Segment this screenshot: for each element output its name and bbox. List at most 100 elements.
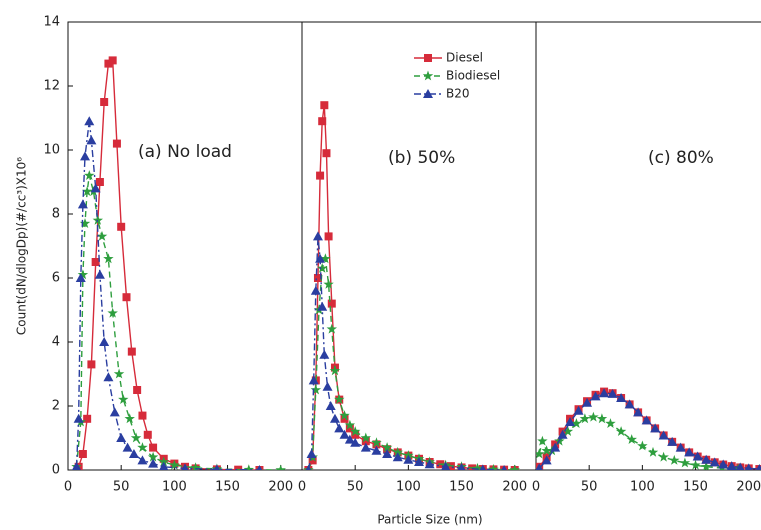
marker [424,54,432,62]
marker [78,450,87,458]
y-tick-label: 14 [43,15,60,30]
marker [96,230,108,241]
marker [320,253,331,264]
marker [317,262,328,273]
plot-area [71,56,286,470]
marker [334,394,345,404]
marker [350,426,361,436]
marker [339,410,350,420]
plot-area [536,387,761,470]
marker [605,418,616,428]
marker [345,424,354,433]
x-tick-label: 150 [215,480,240,495]
marker [718,459,729,469]
marker [422,70,434,81]
marker [701,461,712,470]
marker [83,414,92,423]
series-line [75,175,281,470]
marker [537,435,548,446]
marker [488,463,499,470]
marker [647,446,659,457]
marker [128,449,139,458]
y-tick-label: 2 [52,399,60,414]
marker [313,274,322,282]
x-tick-label: 100 [630,480,655,495]
marker [130,432,142,443]
marker [124,413,135,424]
marker [557,429,568,439]
marker [326,323,337,334]
y-tick-label: 10 [43,143,60,158]
marker [275,464,286,470]
marker [305,465,312,470]
marker [339,429,350,439]
marker [103,372,114,382]
marker [615,426,627,436]
marker [75,273,86,282]
marker [479,464,486,470]
marker [256,465,263,470]
marker [322,381,333,391]
y-tick-label: 4 [52,335,60,350]
marker [596,413,608,424]
marker [650,423,661,433]
marker [87,360,96,369]
y-tick-label: 0 [52,463,60,478]
marker [562,426,574,436]
plot-area [303,101,520,470]
marker [423,89,433,98]
marker [536,448,545,459]
marker [550,442,561,452]
marker [340,414,349,423]
marker [690,459,701,470]
marker [100,98,109,106]
legend-label: Diesel [446,51,483,65]
marker [308,375,319,385]
marker [579,413,591,424]
marker [392,452,403,462]
marker [77,269,89,280]
marker [190,462,201,470]
marker [77,199,88,209]
marker [122,293,131,302]
marker [392,446,403,457]
marker [148,458,159,468]
marker [457,463,466,470]
legend-label: B20 [446,87,470,101]
marker [371,445,382,455]
marker [310,384,322,395]
marker [726,461,737,470]
marker [99,337,110,346]
marker [109,407,120,417]
marker [658,451,669,462]
marker [315,253,326,263]
marker [403,454,414,464]
x-tick-label: 150 [683,480,708,495]
x-tick-label: 0 [532,480,540,495]
marker [658,430,669,440]
x-tick-label: 0 [64,480,72,495]
marker [616,393,627,402]
marker [626,434,637,444]
marker [414,457,424,466]
marker [590,391,601,401]
marker [116,433,127,442]
marker [322,149,331,158]
marker [133,386,142,394]
marker [745,463,753,470]
marker [181,463,189,470]
marker [158,456,169,467]
series-line [307,258,515,470]
marker [344,419,356,430]
marker [118,394,129,404]
marker [323,278,334,289]
marker [381,442,393,452]
marker [607,388,618,398]
marker [675,442,686,452]
marker [588,411,599,422]
marker [344,434,355,444]
marker [360,442,371,452]
marker [308,456,317,465]
x-tick-label: 200 [502,480,527,495]
